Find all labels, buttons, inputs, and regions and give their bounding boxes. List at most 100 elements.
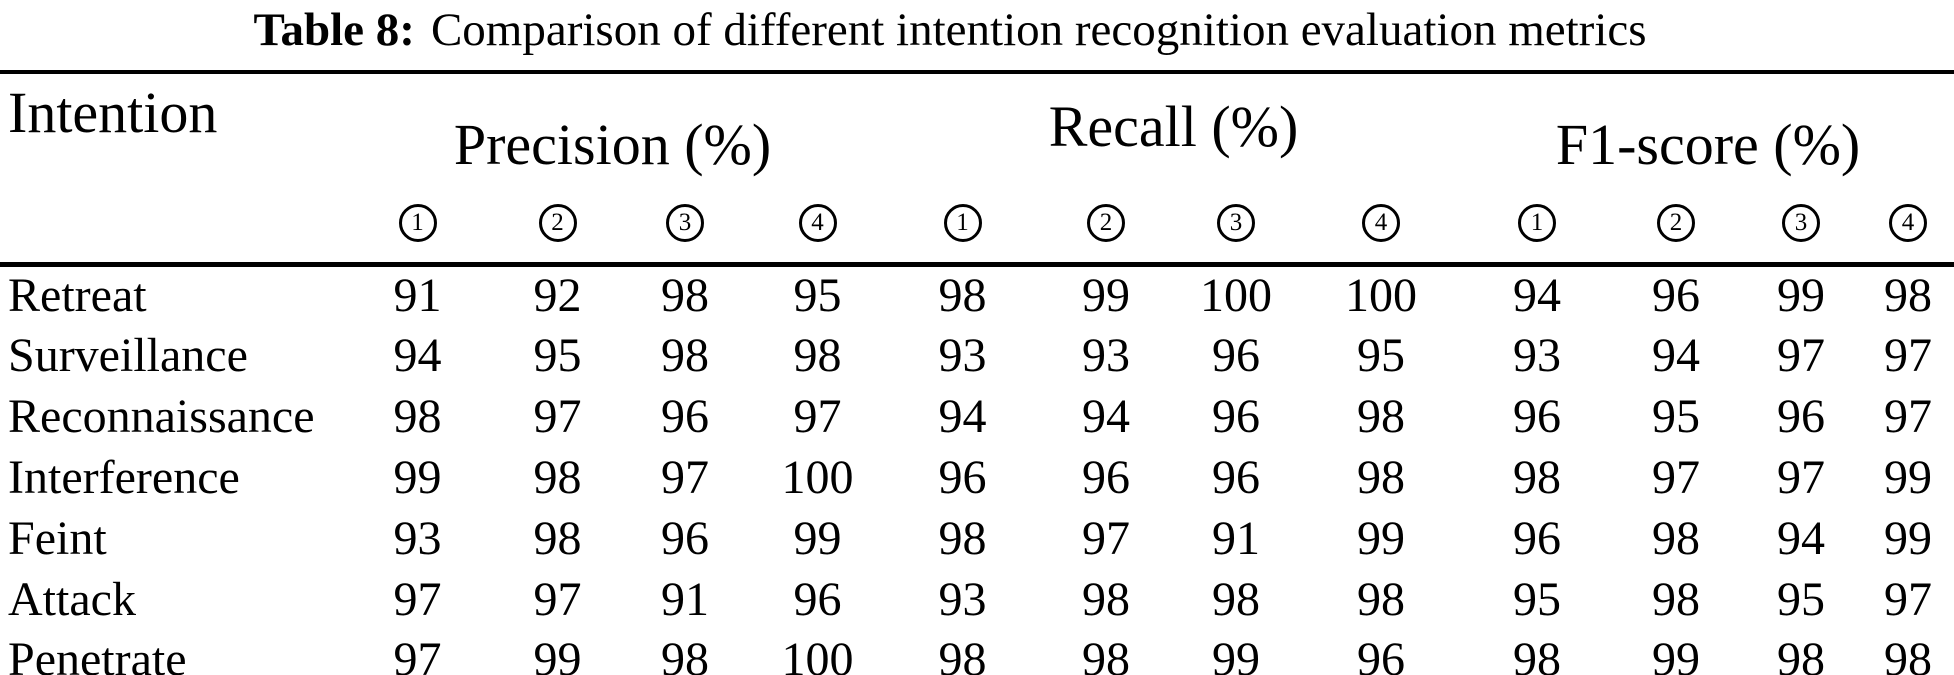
- f1-value-cell: 98: [1777, 632, 1826, 675]
- precision-value-cell: 97: [661, 451, 709, 504]
- f1-value-cell: 97: [1884, 329, 1933, 382]
- circled-number-icon: 2: [1087, 203, 1125, 242]
- precision-value-cell: 95: [533, 329, 582, 382]
- recall-value-cell: 94: [1082, 390, 1130, 443]
- f1-value-cell: 95: [1652, 390, 1701, 443]
- recall-value-cell: 96: [1357, 632, 1406, 675]
- precision-value-cell: 100: [781, 632, 854, 675]
- intention-cell: Interference: [8, 451, 240, 504]
- recall-underline-rule: Recall (%): [885, 92, 1463, 166]
- model-number-header-row: 1 2 3 4 1 2 3 4 1 2 3 4: [0, 184, 1954, 264]
- recall-value-cell: 99: [1082, 269, 1130, 323]
- f1-value-cell: 98: [1884, 269, 1933, 323]
- precision-value-cell: 98: [533, 451, 582, 504]
- f1-value-cell: 99: [1777, 269, 1826, 323]
- circled-number-icon: 4: [1362, 203, 1401, 242]
- f1-value-cell: 99: [1884, 512, 1933, 565]
- recall-value-cell: 98: [1357, 390, 1406, 443]
- group-header-row: Intention Precision (%) Recall (%) F1-sc…: [0, 72, 1954, 184]
- precision-value-cell: 92: [533, 269, 582, 323]
- precision-value-cell: 93: [393, 512, 442, 565]
- recall-value-cell: 98: [1082, 632, 1130, 675]
- f1-model-2-header: 2: [1612, 184, 1740, 264]
- table-row: Retreat 91 92 98 95 98 99 100 100 94 96 99 98: [0, 264, 1954, 325]
- recall-value-cell: 100: [1200, 269, 1272, 323]
- f1-value-cell: 96: [1777, 390, 1826, 443]
- recall-value-cell: 96: [1212, 390, 1260, 443]
- recall-value-cell: 98: [1357, 451, 1406, 504]
- f1-value-cell: 99: [1884, 451, 1933, 504]
- f1-value-cell: 96: [1652, 269, 1701, 323]
- precision-value-cell: 91: [661, 573, 709, 626]
- f1-value-cell: 95: [1777, 573, 1826, 626]
- circled-number-icon: 1: [1518, 203, 1557, 242]
- f1-value-cell: 97: [1884, 390, 1933, 443]
- recall-value-cell: 98: [938, 632, 987, 675]
- recall-value-cell: 97: [1082, 512, 1130, 565]
- precision-value-cell: 94: [393, 329, 442, 382]
- f1-value-cell: 98: [1513, 632, 1562, 675]
- precision-value-cell: 96: [793, 573, 842, 626]
- precision-value-cell: 97: [393, 573, 442, 626]
- precision-value-cell: 98: [393, 390, 442, 443]
- table-caption: Table 8: Comparison of different intentio…: [0, 2, 1900, 58]
- recall-group-label: Recall (%): [1048, 94, 1299, 159]
- precision-model-2-header: 2: [495, 184, 620, 264]
- circled-number-icon: 4: [798, 203, 837, 242]
- f1-value-cell: 98: [1652, 512, 1701, 565]
- precision-value-cell: 100: [781, 451, 854, 504]
- intention-cell: Feint: [8, 512, 107, 565]
- precision-value-cell: 99: [533, 632, 582, 675]
- precision-value-cell: 98: [793, 329, 842, 382]
- f1-value-cell: 98: [1513, 451, 1562, 504]
- recall-value-cell: 94: [938, 390, 987, 443]
- table-row: Surveillance 94 95 98 98 93 93 96 95 93 94 97 97: [0, 325, 1954, 386]
- f1-value-cell: 94: [1652, 329, 1701, 382]
- precision-value-cell: 98: [661, 269, 709, 323]
- f1-value-cell: 93: [1513, 329, 1562, 382]
- f1-value-cell: 99: [1652, 632, 1701, 675]
- f1-value-cell: 98: [1884, 632, 1933, 675]
- circled-number-icon: 1: [943, 203, 982, 242]
- recall-value-cell: 99: [1212, 632, 1260, 675]
- recall-model-1-header: 1: [885, 184, 1040, 264]
- circled-number-icon: 2: [538, 203, 577, 242]
- recall-value-cell: 98: [938, 512, 987, 565]
- precision-value-cell: 97: [533, 573, 582, 626]
- metrics-table: Intention Precision (%) Recall (%) F1-sc…: [0, 70, 1954, 675]
- recall-model-3-header: 3: [1172, 184, 1300, 264]
- precision-value-cell: 91: [393, 269, 442, 323]
- caption-text: Comparison of different intention recogn…: [430, 4, 1647, 56]
- intention-cell: Reconnaissance: [8, 390, 315, 443]
- precision-value-cell: 97: [393, 632, 442, 675]
- recall-value-cell: 93: [938, 329, 987, 382]
- circled-number-icon: 3: [1217, 203, 1255, 242]
- table-row: Interference 99 98 97 100 96 96 96 98 98 97 97 99: [0, 447, 1954, 508]
- recall-value-cell: 95: [1357, 329, 1406, 382]
- precision-value-cell: 98: [533, 512, 582, 565]
- table-row: Reconnaissance 98 97 96 97 94 94 96 98 96 95 96 97: [0, 386, 1954, 447]
- circled-number-icon: 3: [1782, 203, 1821, 242]
- table-row: Attack 97 97 91 96 93 98 98 98 95 98 95 97: [0, 569, 1954, 630]
- precision-model-3-header: 3: [620, 184, 750, 264]
- circled-number-icon: 3: [666, 203, 704, 242]
- caption-label: Table 8:: [253, 4, 415, 56]
- recall-value-cell: 100: [1345, 269, 1418, 323]
- intention-cell: Attack: [8, 573, 136, 626]
- f1score-underline-rule: F1-score (%): [1462, 110, 1954, 184]
- precision-value-cell: 98: [661, 632, 709, 675]
- precision-underline-rule: Precision (%): [340, 110, 885, 184]
- precision-model-1-header: 1: [340, 184, 495, 264]
- f1-value-cell: 97: [1652, 451, 1701, 504]
- recall-value-cell: 99: [1357, 512, 1406, 565]
- table-body: Retreat 91 92 98 95 98 99 100 100 94 96 99 98 Surveil…: [0, 264, 1954, 675]
- intention-cell: Retreat: [8, 269, 147, 323]
- recall-value-cell: 98: [1082, 573, 1130, 626]
- f1-value-cell: 96: [1513, 390, 1562, 443]
- group-header-recall: Recall (%): [885, 72, 1463, 184]
- circled-number-icon: 2: [1657, 203, 1696, 242]
- f1-value-cell: 97: [1884, 573, 1933, 626]
- recall-model-4-header: 4: [1300, 184, 1462, 264]
- precision-value-cell: 97: [793, 390, 842, 443]
